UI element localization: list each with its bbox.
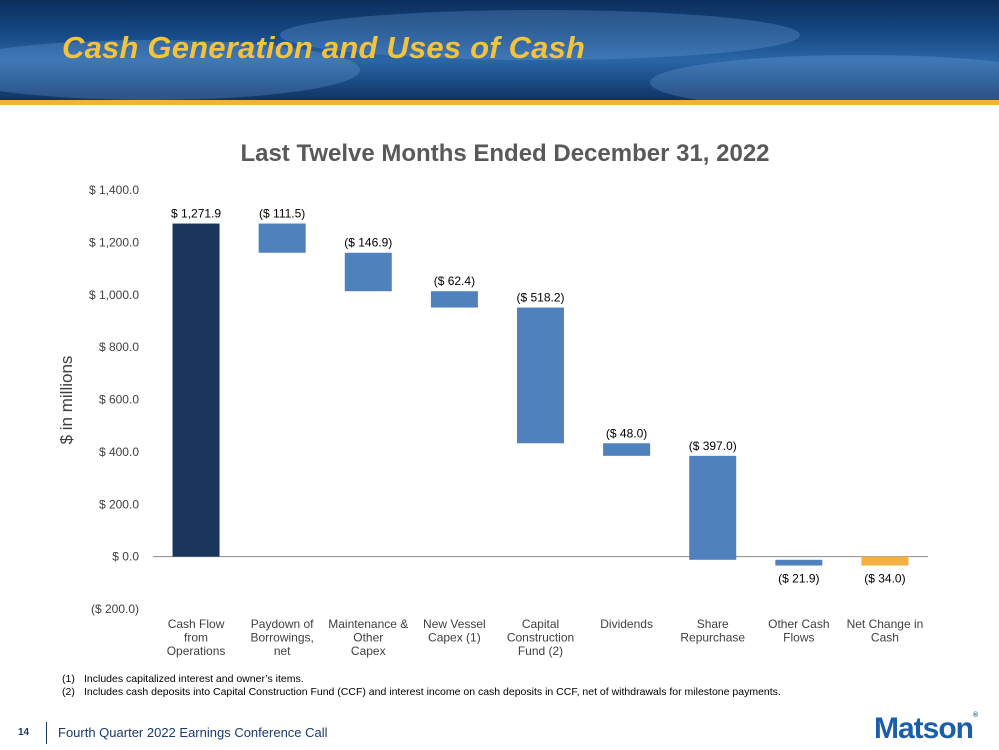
x-tick-label-7: Share bbox=[697, 617, 729, 631]
data-label-8: ($ 21.9) bbox=[778, 572, 819, 586]
x-tick-label-4: Capex (1) bbox=[428, 631, 481, 645]
logo-mark: ® bbox=[973, 712, 979, 719]
bar-4 bbox=[430, 291, 478, 308]
footnote-1-number: (1) bbox=[62, 673, 75, 685]
x-tick-label-5: Capital bbox=[522, 617, 559, 631]
footnote-2-number: (2) bbox=[62, 686, 75, 698]
x-tick-label-3: Capex bbox=[351, 644, 386, 658]
x-tick-label-1: Operations bbox=[167, 644, 226, 658]
x-tick-label-5: Construction bbox=[507, 631, 574, 645]
data-label-4: ($ 62.4) bbox=[434, 274, 475, 288]
y-tick-label: $ 600.0 bbox=[99, 393, 139, 407]
x-tick-label-3: Other bbox=[353, 631, 383, 645]
bar-3 bbox=[344, 252, 392, 292]
x-tick-label-1: from bbox=[184, 631, 208, 645]
footnote-1-text: Includes capitalized interest and owner’… bbox=[84, 673, 304, 685]
footer-divider bbox=[46, 722, 47, 744]
y-tick-label: $ 400.0 bbox=[99, 445, 139, 459]
waterfall-chart: Last Twelve Months Ended December 31, 20… bbox=[57, 140, 928, 658]
x-tick-label-1: Cash Flow bbox=[168, 617, 225, 631]
x-tick-label-2: Paydown of bbox=[251, 617, 314, 631]
y-tick-label: $ 1,400.0 bbox=[89, 183, 139, 197]
bar-7 bbox=[689, 455, 737, 560]
x-tick-label-7: Repurchase bbox=[680, 631, 745, 645]
y-axis-title: $ in millions bbox=[57, 356, 76, 445]
data-label-9: ($ 34.0) bbox=[864, 572, 905, 586]
bar-2 bbox=[258, 223, 306, 253]
matson-logo: Matson® bbox=[874, 712, 978, 746]
accent-bar bbox=[0, 100, 999, 105]
data-label-5: ($ 518.2) bbox=[516, 291, 564, 305]
x-tick-label-2: Borrowings, bbox=[250, 631, 313, 645]
logo-text: Matson bbox=[874, 712, 974, 745]
footer-text: Fourth Quarter 2022 Earnings Conference … bbox=[58, 725, 328, 740]
data-label-2: ($ 111.5) bbox=[259, 207, 305, 221]
header-banner: Cash Generation and Uses of Cash bbox=[0, 0, 999, 100]
y-tick-label: ($ 200.0) bbox=[91, 602, 139, 616]
slide-title: Cash Generation and Uses of Cash bbox=[62, 30, 586, 65]
x-tick-label-2: net bbox=[274, 644, 291, 658]
x-tick-label-5: Fund (2) bbox=[518, 644, 563, 658]
y-tick-label: $ 200.0 bbox=[99, 497, 139, 511]
footnotes: (1) Includes capitalized interest and ow… bbox=[62, 673, 781, 699]
y-tick-label: $ 800.0 bbox=[99, 340, 139, 354]
footnote-2-text: Includes cash deposits into Capital Cons… bbox=[84, 686, 781, 698]
x-tick-label-8: Flows bbox=[783, 631, 814, 645]
data-label-6: ($ 48.0) bbox=[606, 426, 647, 440]
footnote-2: (2) Includes cash deposits into Capital … bbox=[62, 686, 781, 699]
x-tick-label-3: Maintenance & bbox=[328, 617, 408, 631]
data-label-7: ($ 397.0) bbox=[689, 439, 737, 453]
y-tick-label: $ 0.0 bbox=[112, 550, 139, 564]
y-tick-label: $ 1,200.0 bbox=[89, 235, 139, 249]
bar-5 bbox=[517, 307, 564, 444]
data-label-3: ($ 146.9) bbox=[344, 236, 392, 250]
bar-9 bbox=[861, 556, 909, 566]
x-tick-label-9: Cash bbox=[871, 631, 899, 645]
bar-8 bbox=[775, 559, 823, 566]
y-tick-label: $ 1,000.0 bbox=[89, 288, 139, 302]
x-tick-label-8: Other Cash bbox=[768, 617, 829, 631]
bar-6 bbox=[603, 443, 651, 456]
chart-title: Last Twelve Months Ended December 31, 20… bbox=[240, 140, 769, 167]
data-label-1: $ 1,271.9 bbox=[171, 207, 221, 221]
bar-1 bbox=[172, 223, 220, 557]
x-tick-label-6: Dividends bbox=[600, 617, 653, 631]
x-tick-label-4: New Vessel bbox=[423, 617, 486, 631]
page-number: 14 bbox=[18, 727, 30, 738]
x-tick-label-9: Net Change in bbox=[847, 617, 924, 631]
footnote-1: (1) Includes capitalized interest and ow… bbox=[62, 673, 781, 686]
